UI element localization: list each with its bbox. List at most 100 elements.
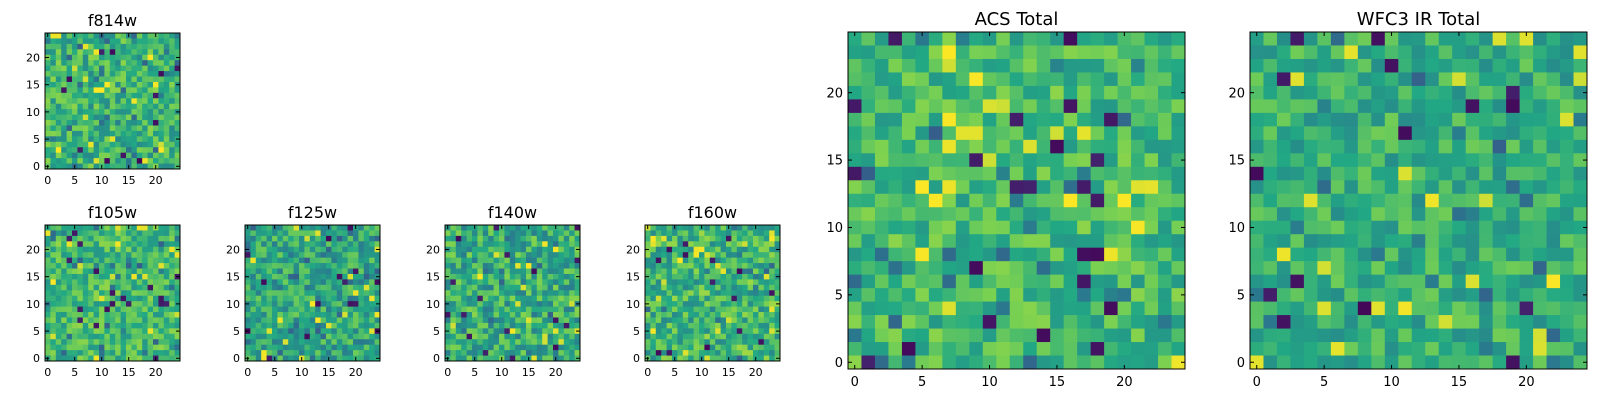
heatmap-cell [1357, 32, 1372, 46]
heatmap-cell [699, 301, 705, 308]
heatmap-cell [666, 290, 673, 297]
heatmap-cell [77, 43, 84, 50]
heatmap-cell [715, 284, 722, 291]
heatmap-cell [1533, 328, 1548, 343]
heatmap-cell [45, 141, 51, 148]
heatmap-cell [874, 99, 889, 114]
heatmap-cell [315, 322, 322, 329]
heatmap-cell [1357, 180, 1372, 195]
heatmap-cell [1276, 207, 1291, 222]
heatmap-cell [315, 263, 322, 270]
heatmap-cell [336, 241, 343, 248]
heatmap-cell [163, 312, 170, 318]
heatmap-cell [250, 257, 257, 264]
heatmap-cell [769, 350, 776, 357]
heatmap-cell [553, 284, 559, 291]
heatmap-cell [699, 252, 705, 259]
heatmap-cell [72, 71, 78, 78]
heatmap-cell [266, 317, 273, 324]
heatmap-cell [499, 301, 505, 308]
heatmap-cell [661, 225, 668, 231]
heatmap-cell [520, 246, 527, 253]
heatmap-cell [509, 322, 516, 329]
heatmap-cell [1398, 166, 1413, 181]
heatmap-cell [72, 317, 78, 324]
heatmap-cell [1438, 32, 1453, 46]
heatmap-cell [693, 344, 700, 351]
heatmap-cell [969, 139, 984, 154]
heatmap-cell [1506, 45, 1521, 60]
heatmap-cell [147, 263, 154, 270]
heatmap-cell [299, 301, 305, 308]
heatmap-cell [542, 225, 549, 231]
heatmap-cell [142, 125, 149, 132]
heatmap-cell [1371, 234, 1386, 249]
heatmap-cell [1398, 99, 1413, 114]
heatmap-cell [531, 235, 538, 242]
heatmap-cell [147, 355, 154, 362]
heatmap-cell [93, 125, 100, 132]
heatmap-cell [1144, 207, 1159, 222]
heatmap-cell [120, 71, 127, 78]
heatmap-cell [293, 322, 300, 329]
heatmap-cell [928, 261, 943, 276]
heatmap-cell [461, 273, 468, 280]
heatmap-cell [563, 355, 570, 362]
heatmap-cell [742, 241, 749, 248]
heatmap-cell [88, 103, 95, 110]
heatmap-cell [672, 306, 678, 313]
heatmap-cell [353, 263, 359, 270]
heatmap-cell [131, 268, 138, 275]
heatmap-cell [50, 92, 57, 99]
heatmap-cell [277, 350, 284, 357]
heatmap-cell [1546, 315, 1561, 330]
heatmap-cell [1050, 328, 1065, 343]
heatmap-cell [277, 284, 284, 291]
heatmap-cell [1090, 328, 1105, 343]
heatmap-cell [542, 312, 549, 318]
heatmap-cell [320, 295, 327, 302]
heatmap-cell [769, 235, 776, 242]
heatmap-cell [163, 235, 170, 242]
heatmap-cell [261, 339, 268, 346]
heatmap-cell [342, 317, 349, 324]
heatmap-cell [147, 76, 154, 83]
heatmap-cell [1492, 180, 1507, 195]
heatmap-cell [1290, 342, 1305, 357]
heatmap-cell [574, 284, 581, 291]
heatmap-cell [969, 234, 984, 249]
chart-title: f140w [488, 203, 537, 222]
heatmap-cell [1479, 315, 1494, 330]
heatmap-cell [1104, 126, 1119, 141]
heatmap-cell [445, 295, 451, 302]
heatmap-cell [169, 350, 176, 357]
heatmap-cell [72, 76, 78, 83]
heatmap-cell [104, 49, 111, 56]
heatmap-cell [574, 322, 581, 329]
heatmap-cell [1303, 72, 1318, 87]
heatmap-cell [1290, 153, 1305, 168]
heatmap-cell [315, 290, 322, 297]
heatmap-cell [266, 225, 273, 231]
heatmap-cell [1438, 72, 1453, 87]
heatmap-cell [293, 339, 300, 346]
heatmap-cell [61, 279, 68, 286]
heatmap-cell [266, 252, 273, 259]
heatmap-cell [736, 312, 743, 318]
heatmap-cell [574, 252, 581, 259]
heatmap-cell [1533, 288, 1548, 303]
heatmap-cell [677, 301, 684, 308]
heatmap-cell [266, 290, 273, 297]
heatmap-cell [1492, 247, 1507, 262]
heatmap-cell [174, 284, 181, 291]
heatmap-cell [715, 295, 722, 302]
x-tick-label: 15 [122, 366, 136, 379]
heatmap-cell [650, 301, 657, 308]
heatmap-cell [169, 130, 176, 137]
heatmap-cell [1344, 180, 1359, 195]
heatmap-cell [82, 279, 89, 286]
heatmap-cell [282, 344, 289, 351]
heatmap-cell [450, 333, 457, 340]
heatmap-cell [136, 152, 143, 159]
